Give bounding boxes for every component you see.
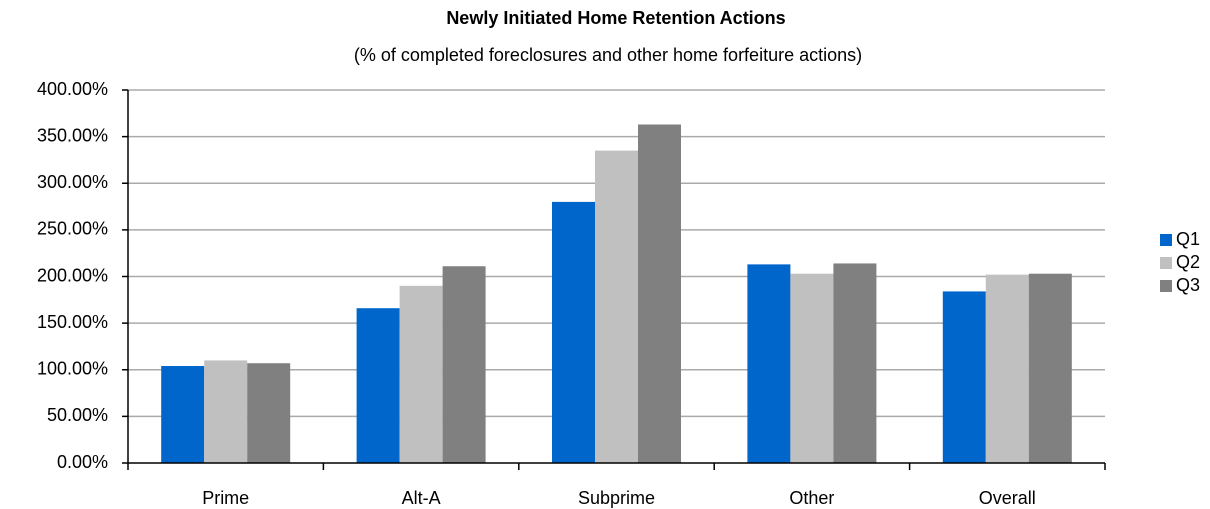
bar <box>552 201 595 463</box>
bar <box>595 150 638 464</box>
y-tick-label: 400.00% <box>37 79 108 99</box>
chart-subtitle: (% of completed foreclosures and other h… <box>354 45 862 65</box>
y-tick-label: 100.00% <box>37 359 108 379</box>
x-tick-label: Other <box>789 488 834 508</box>
x-tick-label: Alt-A <box>402 488 441 508</box>
legend-swatch <box>1160 234 1172 246</box>
bar <box>161 366 205 463</box>
bar <box>442 266 486 463</box>
bar <box>985 274 1029 463</box>
x-tick-label: Subprime <box>578 488 655 508</box>
bar <box>833 263 877 463</box>
bar <box>942 291 986 463</box>
y-tick-label: 200.00% <box>37 265 108 285</box>
legend-label: Q1 <box>1176 229 1200 249</box>
bar <box>356 308 400 463</box>
y-tick-label: 300.00% <box>37 172 108 192</box>
legend-label: Q2 <box>1176 252 1200 272</box>
y-tick-label: 250.00% <box>37 219 108 239</box>
chart-title: Newly Initiated Home Retention Actions <box>446 8 785 28</box>
legend-label: Q3 <box>1176 275 1200 295</box>
y-tick-label: 350.00% <box>37 125 108 145</box>
x-tick-label: Overall <box>979 488 1036 508</box>
y-tick-label: 0.00% <box>57 452 108 472</box>
bar <box>790 273 834 463</box>
bar <box>204 360 248 463</box>
bar <box>747 264 791 463</box>
legend-swatch <box>1160 280 1172 292</box>
bar <box>399 285 443 463</box>
bar <box>638 124 681 463</box>
bar <box>247 363 291 463</box>
legend-swatch <box>1160 257 1172 269</box>
bar <box>1028 273 1072 463</box>
y-tick-label: 150.00% <box>37 312 108 332</box>
x-tick-label: Prime <box>202 488 249 508</box>
y-tick-label: 50.00% <box>47 405 108 425</box>
